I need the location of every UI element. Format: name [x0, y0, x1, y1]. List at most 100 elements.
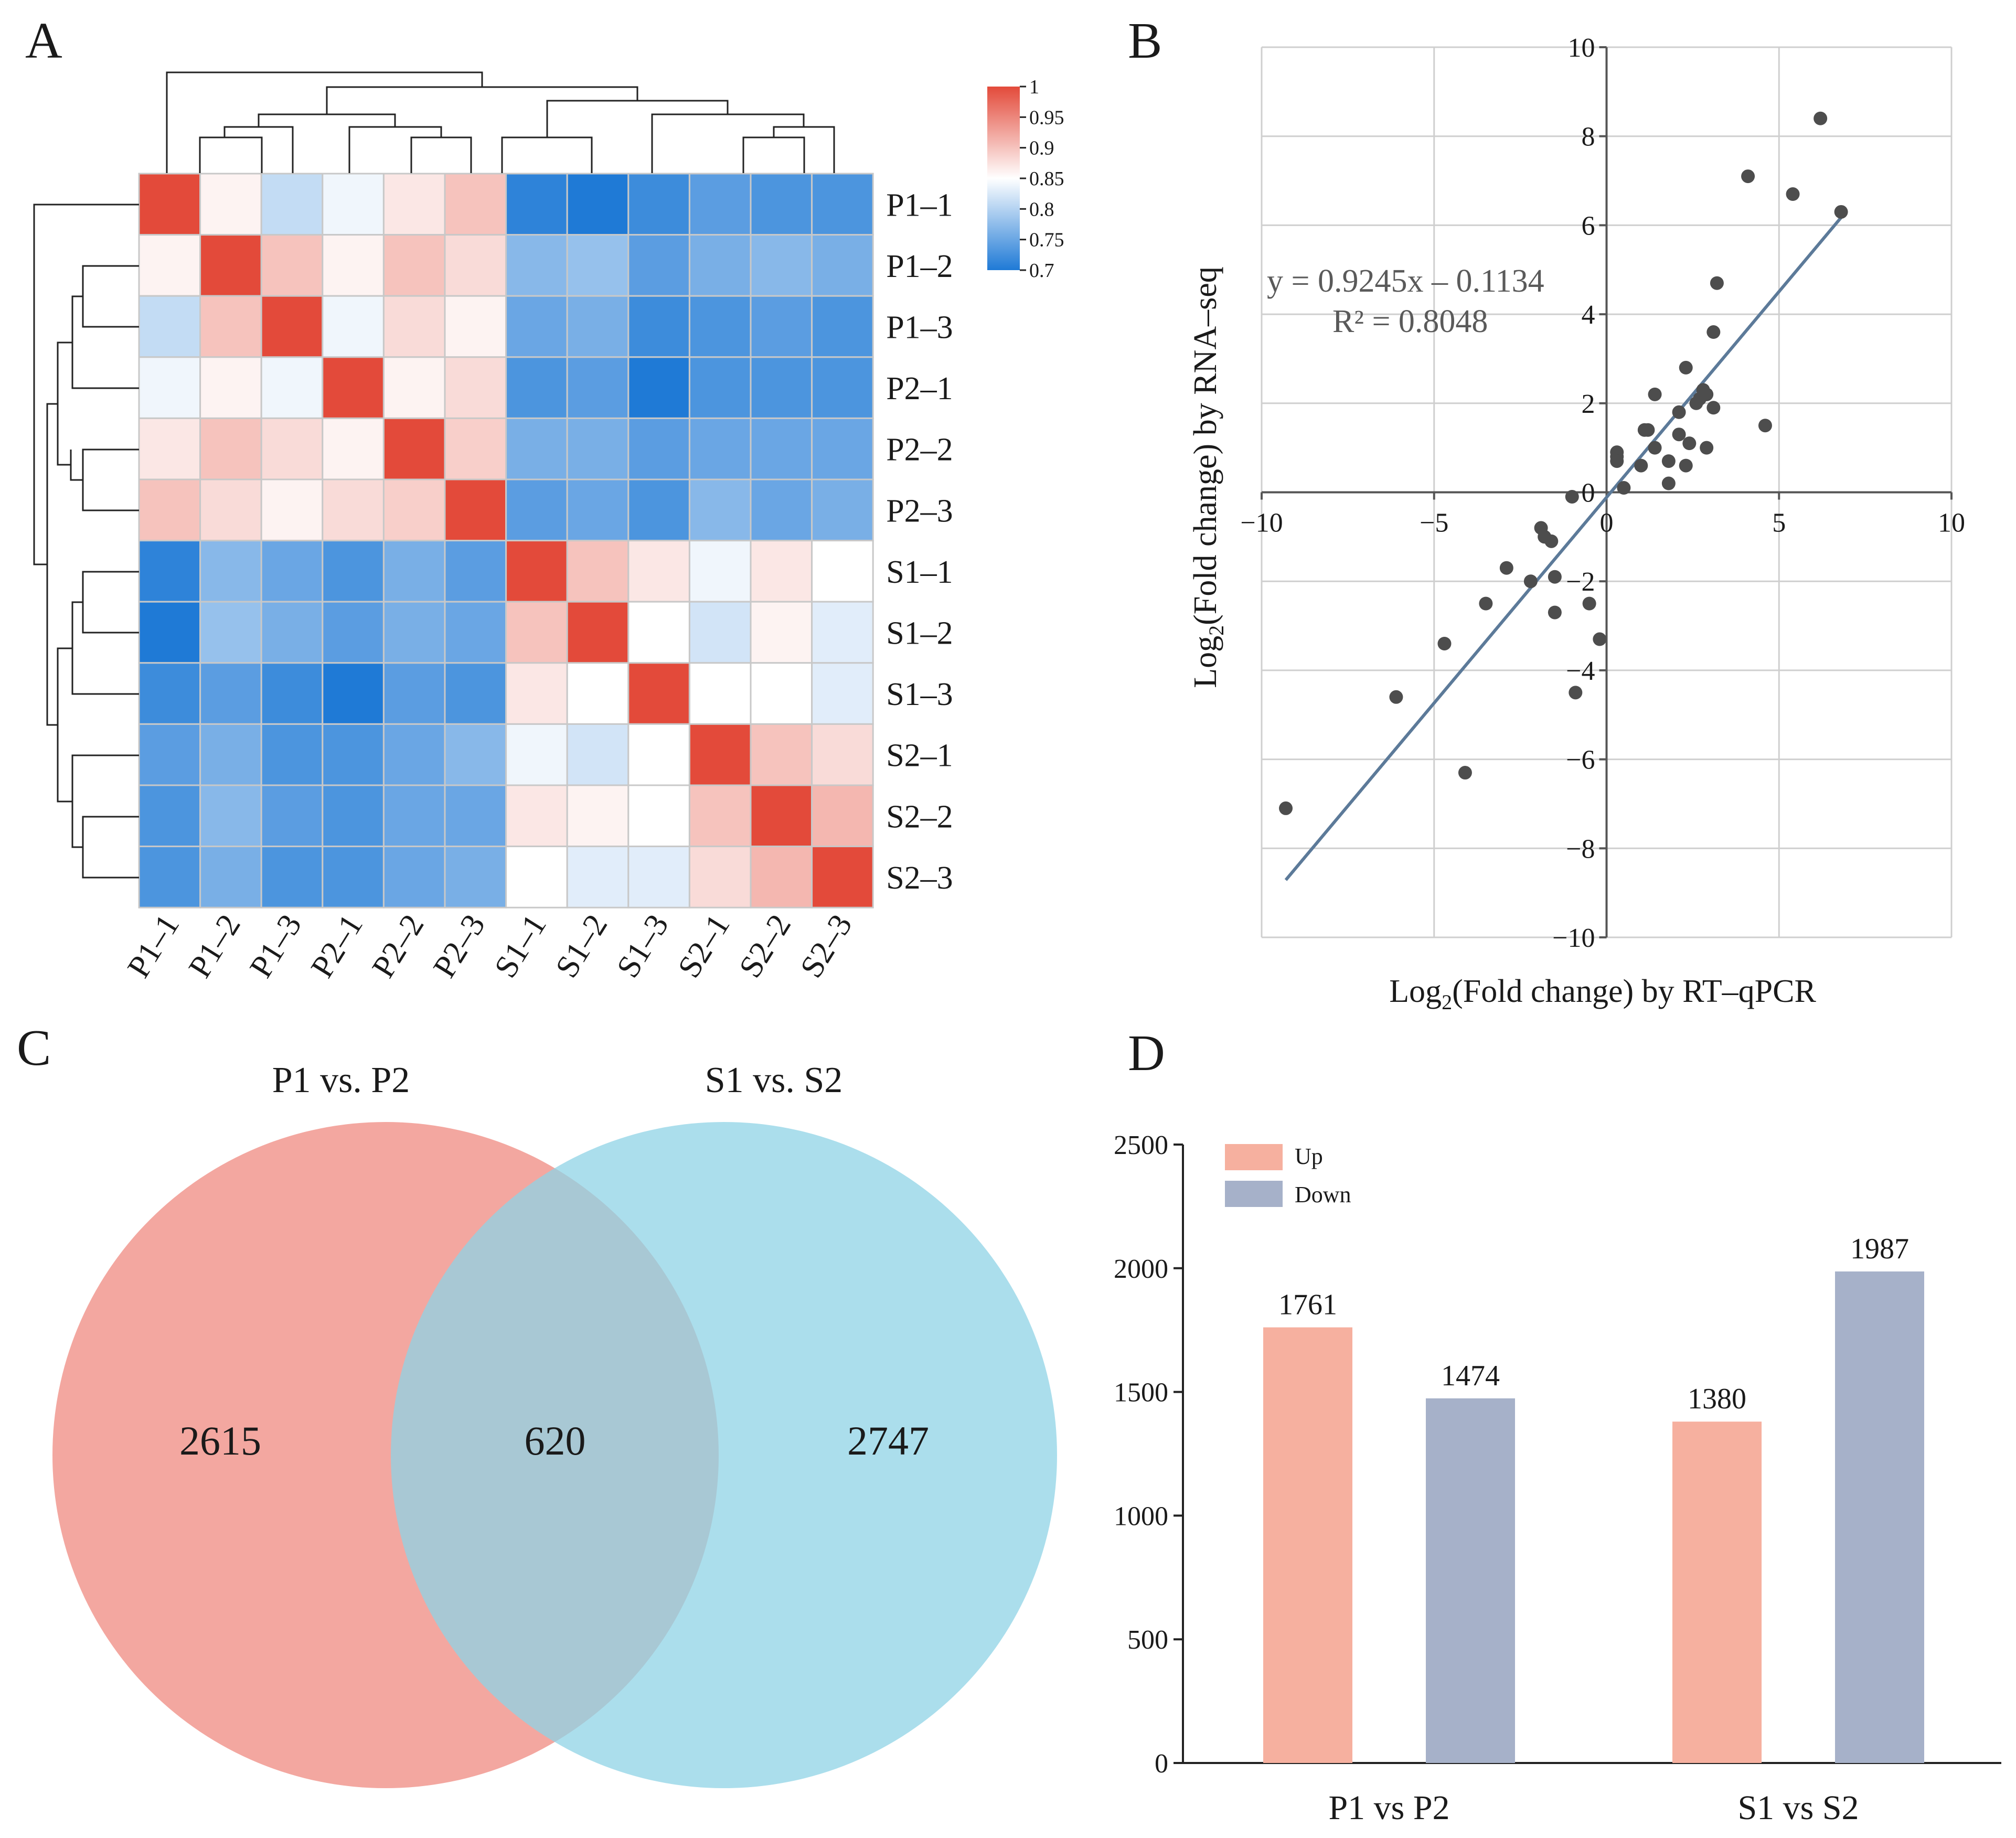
heatmap-cell	[260, 540, 324, 603]
heatmap-cell	[627, 784, 690, 848]
heatmap-cell	[505, 784, 568, 848]
heatmap-cell	[199, 295, 262, 358]
scatter-y-tick-label: −6	[1566, 745, 1595, 775]
scatter-point	[1648, 441, 1662, 455]
heatmap-cell	[688, 784, 752, 848]
heatmap-cell	[138, 173, 201, 236]
heatmap-cell	[811, 784, 874, 848]
regression-equation: y = 0.9245x – 0.1134	[1267, 263, 1544, 299]
heatmap-chart: P1–1P1–2P1–3P2–1P2–2P2–3S1–1S1–2S1–3S2–1…	[33, 71, 1064, 984]
heatmap-cell	[260, 723, 324, 786]
heatmap-cell	[566, 540, 630, 603]
heatmap-cell	[627, 417, 690, 480]
bar-legend: Up Down	[1225, 1144, 1351, 1207]
heatmap-cell	[688, 173, 752, 236]
colorbar-ticks: 1 0.95 0.9 0.85 0.8 0.75 0.7	[1020, 76, 1064, 282]
heatmap-cell	[750, 478, 813, 542]
bar-up	[1672, 1422, 1762, 1763]
heatmap-cell	[811, 723, 874, 786]
heatmap-cell	[688, 723, 752, 786]
heatmap-cell	[566, 601, 630, 664]
heatmap-cell	[688, 478, 752, 542]
venn-set-left-title: P1 vs. P2	[272, 1060, 410, 1100]
heatmap-cell	[382, 234, 446, 297]
scatter-y-axis-label: Log2(Fold change) by RNA–seq	[1188, 266, 1228, 688]
heatmap-cell	[199, 662, 262, 725]
heatmap-row-label: S2–3	[886, 860, 953, 896]
heatmap-cell	[260, 295, 324, 358]
bar-down	[1835, 1271, 1924, 1763]
heatmap-cell	[566, 784, 630, 848]
heatmap-cell	[505, 417, 568, 480]
colorbar-gradient	[987, 87, 1020, 270]
heatmap-cell	[382, 846, 446, 909]
heatmap-cells	[138, 173, 874, 909]
scatter-y-tick-label: 2	[1582, 389, 1595, 419]
heatmap-row-label: P2–2	[886, 432, 953, 468]
bar-up	[1263, 1327, 1352, 1763]
heatmap-cell	[566, 295, 630, 358]
heatmap-cell	[260, 234, 324, 297]
bar-data-labels: 1761 1380 1474 1987	[1278, 1233, 1909, 1415]
heatmap-cell	[322, 723, 385, 786]
heatmap-cell	[138, 601, 201, 664]
legend-label-up: Up	[1295, 1144, 1323, 1169]
colorbar-tick-label: 0.95	[1029, 106, 1064, 129]
bar-chart: 0 500 1000 1500 2000 2500 1761 1380 1474 1987 P1…	[1114, 1130, 2001, 1827]
scatter-point	[1706, 401, 1721, 415]
heatmap-cell	[627, 478, 690, 542]
heatmap-cell	[750, 234, 813, 297]
heatmap-cell	[505, 173, 568, 236]
legend-swatch-up	[1225, 1144, 1283, 1170]
heatmap-cell	[138, 723, 201, 786]
heatmap-cell	[505, 478, 568, 542]
scatter-x-tick-label: 5	[1772, 508, 1786, 538]
trendline	[1284, 216, 1842, 881]
heatmap-cell	[444, 723, 507, 786]
heatmap-cell	[688, 540, 752, 603]
heatmap-cell	[199, 478, 262, 542]
heatmap-cell	[566, 417, 630, 480]
bar-y-tick-label: 2000	[1114, 1254, 1168, 1284]
bar-y-tick-label: 1000	[1114, 1501, 1168, 1531]
scatter-x-tick-label: 0	[1600, 508, 1614, 538]
heatmap-cell	[627, 601, 690, 664]
scatter-x-tick-label: −10	[1240, 508, 1283, 538]
heatmap-cell	[627, 540, 690, 603]
scatter-y-tick-label: −4	[1566, 656, 1595, 686]
heatmap-cell	[444, 846, 507, 909]
heatmap-cell	[688, 234, 752, 297]
scatter-y-tick-label: −8	[1566, 834, 1595, 864]
scatter-point	[1565, 489, 1579, 504]
heatmap-cell	[260, 417, 324, 480]
bar-y-tick-label: 2500	[1114, 1130, 1168, 1160]
heatmap-cell	[811, 478, 874, 542]
heatmap-cell	[138, 846, 201, 909]
heatmap-cell	[627, 356, 690, 419]
bar-y-tick-label: 0	[1155, 1749, 1168, 1779]
heatmap-cell	[750, 784, 813, 848]
bar-category-label: S1 vs S2	[1737, 1789, 1859, 1827]
heatmap-cell	[444, 234, 507, 297]
bar-data-label: 1474	[1441, 1360, 1500, 1392]
heatmap-column-label: P2–1	[304, 909, 370, 984]
heatmap-column-label: P2–2	[365, 909, 431, 984]
heatmap-cell	[199, 601, 262, 664]
heatmap-cell	[811, 846, 874, 909]
heatmap-row-label: S2–2	[886, 799, 953, 835]
colorbar-tick-label: 0.75	[1029, 229, 1064, 251]
colorbar-tick-label: 0.85	[1029, 168, 1064, 190]
scatter-point	[1499, 561, 1513, 575]
heatmap-cell	[811, 295, 874, 358]
heatmap-row-label: P2–1	[886, 371, 953, 407]
scatter-point	[1706, 325, 1721, 339]
heatmap-cell	[322, 173, 385, 236]
heatmap-cell	[382, 540, 446, 603]
heatmap-row-label: S1–3	[886, 677, 953, 712]
venn-circle-right	[391, 1122, 1057, 1788]
venn-count-left: 2615	[179, 1418, 261, 1463]
heatmap-cell	[322, 234, 385, 297]
legend-label-down: Down	[1295, 1182, 1351, 1207]
heatmap-cell	[750, 723, 813, 786]
